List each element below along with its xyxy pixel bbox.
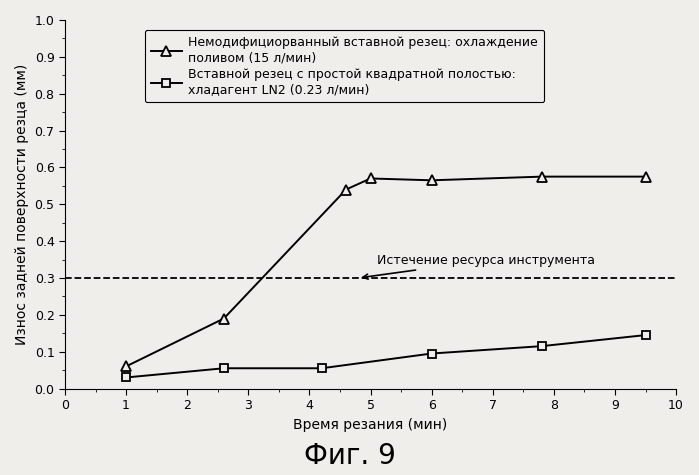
- Legend: Немодифициорванный вставной резец: охлаждение
поливом (15 л/мин), Вставной резец: Немодифициорванный вставной резец: охлаж…: [145, 30, 545, 102]
- Y-axis label: Износ задней поверхности резца (мм): Износ задней поверхности резца (мм): [15, 64, 29, 345]
- Немодифициорванный вставной резец: охлаждение
поливом (15 л/мин): (2.6, 0.19): охлаждение поливом (15 л/мин): (2.6, 0.1…: [219, 316, 228, 322]
- Немодифициорванный вставной резец: охлаждение
поливом (15 л/мин): (9.5, 0.575): охлаждение поливом (15 л/мин): (9.5, 0.5…: [641, 174, 649, 180]
- Line: Вставной резец с простой квадратной полостью:
хладагент LN2 (0.23 л/мин): Вставной резец с простой квадратной поло…: [122, 331, 649, 381]
- Вставной резец с простой квадратной полостью:
хладагент LN2 (0.23 л/мин): [219, 365, 228, 371]
- Вставной резец с простой квадратной полостью:
хладагент LN2 (0.23 л/мин): [122, 375, 130, 380]
- Text: Фиг. 9: Фиг. 9: [303, 442, 396, 470]
- X-axis label: Время резания (мин): Время резания (мин): [294, 418, 447, 431]
- Немодифициорванный вставной резец: охлаждение
поливом (15 л/мин): (5, 0.57): охлаждение поливом (15 л/мин): (5, 0.57): [366, 176, 375, 181]
- Немодифициорванный вставной резец: охлаждение
поливом (15 л/мин): (6, 0.565): охлаждение поливом (15 л/мин): (6, 0.565…: [427, 178, 435, 183]
- Немодифициорванный вставной резец: охлаждение
поливом (15 л/мин): (1, 0.06): охлаждение поливом (15 л/мин): (1, 0.06): [122, 363, 130, 369]
- Вставной резец с простой квадратной полостью:
хладагент LN2 (0.23 л/мин): [317, 365, 326, 371]
- Немодифициорванный вставной резец: охлаждение
поливом (15 л/мин): (7.8, 0.575): охлаждение поливом (15 л/мин): (7.8, 0.5…: [538, 174, 546, 180]
- Немодифициорванный вставной резец: охлаждение
поливом (15 л/мин): (4.6, 0.54): охлаждение поливом (15 л/мин): (4.6, 0.5…: [342, 187, 350, 192]
- Вставной резец с простой квадратной полостью:
хладагент LN2 (0.23 л/мин): [427, 351, 435, 356]
- Text: Истечение ресурса инструмента: Истечение ресурса инструмента: [363, 254, 595, 279]
- Вставной резец с простой квадратной полостью:
хладагент LN2 (0.23 л/мин): [538, 343, 546, 349]
- Вставной резец с простой квадратной полостью:
хладагент LN2 (0.23 л/мин): [641, 332, 649, 338]
- Line: Немодифициорванный вставной резец: охлаждение
поливом (15 л/мин): Немодифициорванный вставной резец: охлаж…: [121, 172, 650, 371]
